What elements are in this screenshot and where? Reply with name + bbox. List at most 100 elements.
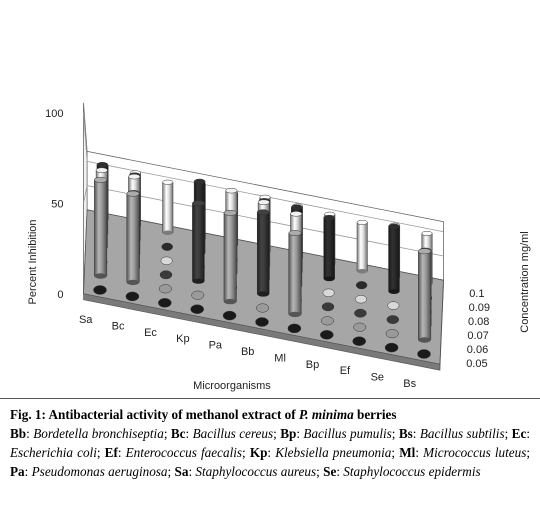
abbreviation-code: Bp <box>280 426 297 441</box>
bar-ef-0_08 <box>355 295 367 304</box>
bar-se-0_08 <box>387 301 400 310</box>
z-tick-label: 0.1 <box>469 288 484 300</box>
figure-title-suffix: berries <box>353 407 397 422</box>
abbreviation-kp: Kp: Klebsiella pneumonia <box>249 445 392 460</box>
abbreviation-bp: Bp: Bacillus pumulis <box>280 426 392 441</box>
bar-bp-0_09 <box>323 214 335 282</box>
abbreviation-code: Ml <box>399 445 416 460</box>
abbreviation-ec: Ec: Escherichia coli <box>10 426 530 460</box>
abbreviation-code: Ef <box>104 445 118 460</box>
bar-ec-0_06 <box>158 284 172 294</box>
bar-ef-0_07 <box>354 308 367 318</box>
z-tick-labels: 0.05 0.06 0.07 0.08 0.09 0.1 <box>466 288 490 370</box>
x-tick-label: Sa <box>79 314 93 326</box>
abbreviation-pa: Pa: Pseudomonas aeruginosa <box>10 464 168 479</box>
abbreviation-code: Bs <box>398 426 413 441</box>
figure-title-species: P. minima <box>298 407 354 422</box>
abbreviation-name: Pseudomonas aeruginosa <box>31 464 168 479</box>
bar-bp-0_07 <box>321 302 335 312</box>
abbreviation-name: Micrococcus luteus <box>423 445 527 460</box>
x-tick-labels: Sa Bc Ec Kp Pa Bb Ml Bp Ef Se Bs <box>79 314 417 390</box>
bar-sa-0_05 <box>93 285 107 295</box>
x-tick-label: Ec <box>144 327 157 339</box>
abbreviation-bb: Bb: Bordetella bronchiseptia <box>10 426 164 441</box>
bar-se-0_06 <box>385 329 399 339</box>
bar-ml-0_06 <box>288 230 302 318</box>
bar-ef-0_05 <box>352 336 366 346</box>
abbreviation-name: Bacillus pumulis <box>303 426 392 441</box>
bar-bs-0_06 <box>418 248 432 343</box>
bar-sa-0_06 <box>94 176 108 279</box>
bar-bc-0_05 <box>125 291 140 302</box>
x-tick-label: Se <box>371 372 384 384</box>
z-axis-label: Concentration mg/ml <box>519 231 531 333</box>
bar-bp-0_05 <box>320 330 334 340</box>
z-tick-label: 0.05 <box>466 358 487 370</box>
bar-kp-0_07 <box>192 200 205 284</box>
abbreviation-se: Se: Staphylococcus epidermis <box>323 464 481 479</box>
x-tick-label: Ef <box>340 365 351 377</box>
x-tick-label: Kp <box>176 333 189 345</box>
x-tick-label: Bc <box>112 320 125 332</box>
x-tick-label: Bb <box>241 346 254 358</box>
abbreviation-code: Se <box>323 464 337 479</box>
abbreviation-ef: Ef: Enterococcus faecalis <box>104 445 243 460</box>
bar-ml-0_05 <box>287 323 302 334</box>
abbreviation-name: Bordetella bronchiseptia <box>33 426 164 441</box>
bar-ef-0_09 <box>355 281 368 290</box>
bar-pa-0_06 <box>223 209 237 305</box>
bar-ec-0_09 <box>161 242 173 251</box>
abbreviation-code: Sa <box>174 464 189 479</box>
bar-ef-0_1 <box>356 219 368 274</box>
bar-se-0_09 <box>388 223 400 294</box>
y-axis-label: Percent Inhibition <box>27 220 39 305</box>
abbreviation-ml: Ml: Micrococcus luteus <box>399 445 527 460</box>
bar-ec-0_05 <box>158 298 172 308</box>
y-tick-labels: 0 50 100 <box>45 108 63 301</box>
y-tick-label: 50 <box>51 198 63 210</box>
bar-bp-0_06 <box>320 316 334 326</box>
abbreviation-name: Bacillus cereus <box>192 426 274 441</box>
x-tick-label: Bs <box>403 378 416 390</box>
abbreviation-name: Staphylococcus epidermis <box>343 464 481 479</box>
bar-bb-0_05 <box>255 317 269 327</box>
bar-bs-0_05 <box>417 349 431 359</box>
x-axis-label: Microorganisms <box>193 380 271 392</box>
abbreviation-bs: Bs: Bacillus subtilis <box>398 426 505 441</box>
figure-title-prefix: Fig. 1: Antibacterial activity of methan… <box>10 407 299 422</box>
abbreviation-name: Bacillus subtilis <box>419 426 505 441</box>
abbreviation-code: Bb <box>10 426 27 441</box>
bar-ec-0_08 <box>160 256 173 265</box>
x-tick-label: Pa <box>209 340 223 352</box>
abbreviation-name: Klebsiella pneumonia <box>275 445 392 460</box>
z-tick-label: 0.08 <box>468 316 489 328</box>
abbreviation-code: Kp <box>249 445 268 460</box>
figure-title: Fig. 1: Antibacterial activity of methan… <box>10 405 530 424</box>
abbreviation-code: Bc <box>170 426 186 441</box>
bar-kp-0_05 <box>190 304 204 314</box>
chart-bars <box>93 162 433 359</box>
abbreviation-name: Escherichia coli <box>10 445 97 460</box>
bar-ec-0_07 <box>159 270 173 280</box>
z-tick-label: 0.07 <box>467 330 488 342</box>
bar-pa-0_05 <box>222 310 237 321</box>
z-tick-label: 0.06 <box>467 344 488 356</box>
abbreviation-sa: Sa: Staphylococcus aureus <box>174 464 317 479</box>
x-tick-label: Ml <box>274 352 286 364</box>
bar-bc-0_06 <box>126 190 140 286</box>
bar-se-0_07 <box>386 315 400 324</box>
bar-ef-0_06 <box>353 322 367 332</box>
x-tick-label: Bp <box>306 359 319 371</box>
abbreviation-code: Ec <box>511 426 527 441</box>
bar-ec-0_1 <box>162 179 174 236</box>
abbreviation-code: Pa <box>10 464 25 479</box>
abbreviation-name: Enterococcus faecalis <box>125 445 243 460</box>
abbreviation-list: Bb: Bordetella bronchiseptia; Bc: Bacill… <box>10 426 530 479</box>
bar-bb-0_06 <box>256 303 270 313</box>
bar-bb-0_07 <box>256 209 270 297</box>
bar-kp-0_06 <box>191 290 205 300</box>
abbreviation-name: Staphylococcus aureus <box>195 464 317 479</box>
bar-bp-0_08 <box>322 288 335 297</box>
abbreviation-bc: Bc: Bacillus cereus <box>170 426 274 441</box>
